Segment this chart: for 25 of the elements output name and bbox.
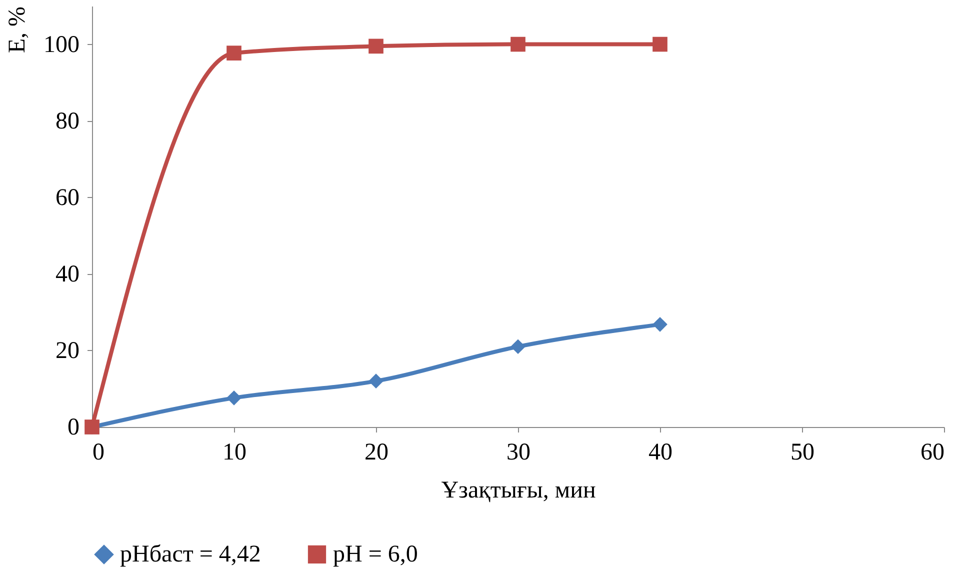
point	[652, 317, 668, 332]
x-tick-label: 30	[506, 440, 530, 466]
point	[510, 339, 526, 354]
point	[368, 374, 384, 388]
x-tick-label: 10	[222, 440, 246, 466]
x-tick-label: 0	[92, 440, 104, 466]
y-tick-label: 40	[56, 261, 80, 288]
x-axis-title: Ұзақтығы, мин	[441, 478, 596, 504]
point	[510, 36, 526, 52]
y-tick-label: 100	[44, 32, 80, 58]
y-tick-label: 80	[56, 108, 80, 134]
y-axis-title: E, %	[4, 6, 30, 54]
point	[652, 36, 668, 52]
y-tick-label: 60	[56, 184, 80, 211]
x-tick-label: 50	[790, 440, 814, 466]
y-tick-label: 20	[56, 338, 80, 364]
legend-label: pH = 6,0	[333, 541, 418, 568]
y-tick-label: 0	[68, 414, 80, 440]
legend-label: pHбаст = 4,42	[120, 541, 261, 568]
x-tick-label: 40	[648, 440, 672, 466]
x-tick-label: 20	[364, 440, 388, 466]
point	[226, 390, 242, 406]
x-tick-label: 60	[920, 440, 944, 466]
point	[368, 38, 384, 54]
point	[226, 46, 242, 60]
